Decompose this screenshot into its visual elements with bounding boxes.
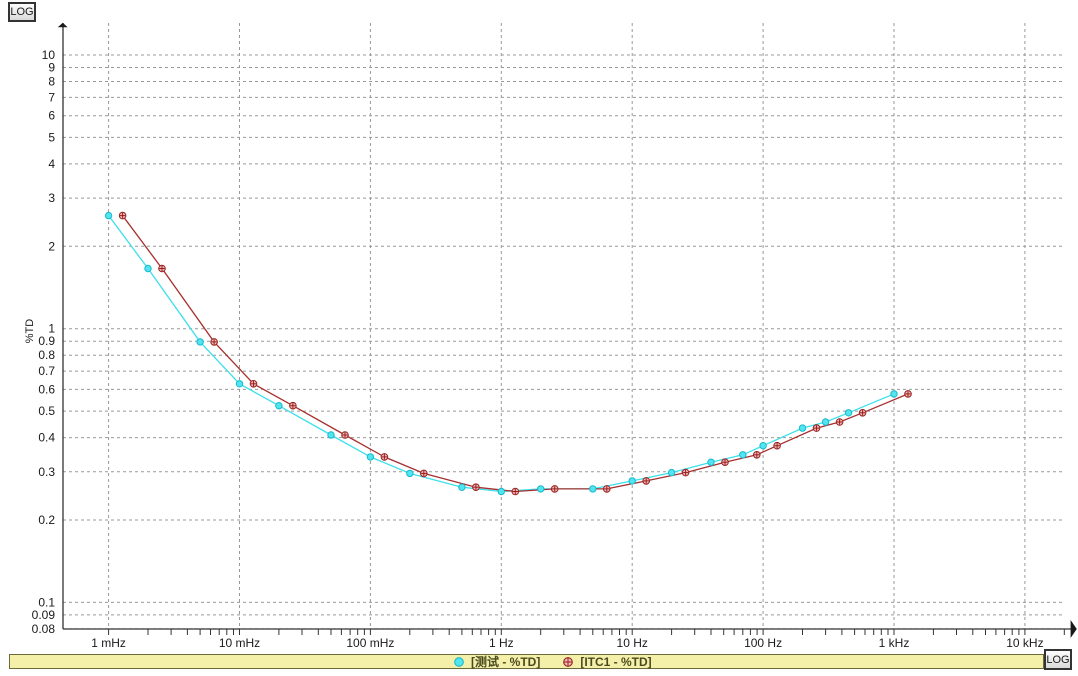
svg-text:100 Hz: 100 Hz [744, 636, 782, 650]
svg-text:0.09: 0.09 [32, 608, 56, 622]
svg-text:0.9: 0.9 [38, 334, 55, 348]
svg-text:0.6: 0.6 [38, 382, 55, 396]
svg-text:0.8: 0.8 [38, 348, 55, 362]
svg-text:0.3: 0.3 [38, 465, 55, 479]
svg-text:0.08: 0.08 [32, 622, 56, 636]
svg-text:0.7: 0.7 [38, 364, 55, 378]
svg-text:4: 4 [48, 157, 55, 171]
svg-text:10 kHz: 10 kHz [1006, 636, 1043, 650]
svg-text:6: 6 [48, 109, 55, 123]
svg-text:2: 2 [48, 239, 55, 253]
svg-text:100 mHz: 100 mHz [346, 636, 394, 650]
svg-text:1 Hz: 1 Hz [489, 636, 514, 650]
svg-text:10 Hz: 10 Hz [617, 636, 648, 650]
svg-text:%TD: %TD [24, 319, 36, 344]
svg-text:0.4: 0.4 [38, 431, 55, 445]
svg-text:1 mHz: 1 mHz [91, 636, 126, 650]
svg-text:5: 5 [48, 130, 55, 144]
svg-text:9: 9 [48, 61, 55, 75]
svg-text:10 mHz: 10 mHz [219, 636, 260, 650]
svg-text:0.5: 0.5 [38, 404, 55, 418]
svg-text:7: 7 [48, 90, 55, 104]
svg-text:8: 8 [48, 75, 55, 89]
svg-text:0.2: 0.2 [38, 513, 55, 527]
svg-text:3: 3 [48, 191, 55, 205]
svg-text:1 kHz: 1 kHz [879, 636, 910, 650]
